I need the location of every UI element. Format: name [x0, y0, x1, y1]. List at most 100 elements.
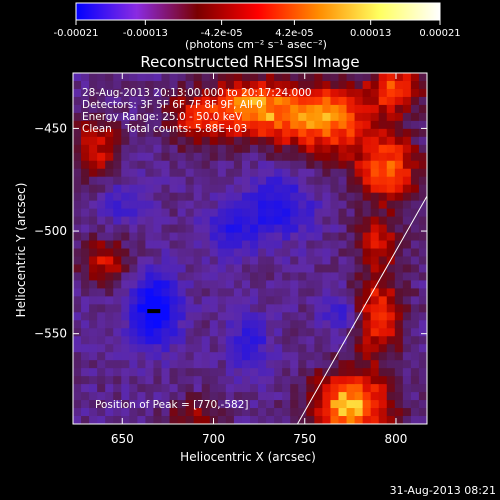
heatmap-cell	[105, 320, 114, 329]
heatmap-cell	[266, 80, 275, 90]
heatmap-cell	[153, 73, 163, 82]
heatmap-cell	[394, 192, 404, 202]
heatmap-cell	[298, 376, 307, 385]
heatmap-cell	[322, 200, 332, 210]
heatmap-cell	[378, 256, 388, 266]
heatmap-cell	[209, 232, 219, 242]
heatmap-cell	[314, 296, 324, 305]
heatmap-cell	[169, 376, 179, 385]
heatmap-cell	[113, 296, 122, 305]
heatmap-cell	[290, 136, 299, 146]
heatmap-cell	[410, 192, 420, 202]
heatmap-cell	[338, 376, 348, 385]
heatmap-cell	[89, 136, 98, 146]
heatmap-cell	[322, 296, 332, 305]
heatmap-cell	[378, 128, 388, 138]
heatmap-cell	[105, 312, 114, 321]
heatmap-cell	[153, 344, 163, 353]
heatmap-cell	[282, 320, 291, 329]
heatmap-cell	[266, 200, 275, 210]
heatmap-cell	[89, 336, 98, 345]
heatmap-cell	[225, 336, 235, 345]
heatmap-cell	[177, 272, 187, 282]
heatmap-cell	[241, 104, 251, 114]
heatmap-cell	[266, 136, 275, 146]
heatmap-cell	[177, 184, 187, 194]
heatmap-cell	[338, 256, 348, 266]
heatmap-cell	[386, 384, 396, 393]
heatmap-cell	[169, 392, 179, 401]
heatmap-cell	[370, 160, 380, 170]
heatmap-cell	[330, 384, 340, 393]
heatmap-cell	[338, 264, 348, 274]
heatmap-cell	[418, 256, 427, 266]
heatmap-cell	[394, 112, 404, 122]
heatmap-cell	[137, 184, 147, 194]
heatmap-cell	[129, 352, 138, 361]
heatmap-cell	[314, 224, 324, 234]
heatmap-cell	[298, 344, 307, 353]
heatmap-cell	[330, 200, 340, 210]
heatmap-cell	[145, 208, 155, 218]
heatmap-cell	[290, 320, 299, 329]
heatmap-cell	[346, 232, 356, 242]
colorbar-tick-label: 0.00021	[419, 28, 460, 39]
heatmap-cell	[121, 312, 130, 321]
heatmap-cell	[314, 344, 324, 353]
heatmap-cell	[362, 136, 372, 146]
heatmap-cell	[129, 152, 138, 162]
colorbar-unit-label: (photons cm⁻² s⁻¹ asec⁻²)	[185, 38, 327, 51]
heatmap-cell	[241, 328, 251, 337]
heatmap-cell	[89, 384, 98, 393]
heatmap-cell	[113, 208, 122, 218]
heatmap-cell	[217, 208, 227, 218]
heatmap-cell	[386, 144, 396, 154]
heatmap-cell	[129, 360, 138, 369]
heatmap-cell	[225, 352, 235, 361]
heatmap-cell	[169, 104, 179, 114]
heatmap-cell	[201, 73, 211, 82]
heatmap-cell	[298, 192, 307, 202]
heatmap-cell	[113, 408, 122, 417]
heatmap-cell	[402, 112, 412, 122]
heatmap-cell	[394, 304, 404, 313]
heatmap-cell	[233, 320, 243, 329]
heatmap-cell	[169, 184, 179, 194]
heatmap-cell	[258, 104, 267, 114]
heatmap-cell	[250, 216, 259, 226]
heatmap-cell	[378, 144, 388, 154]
heatmap-cell	[418, 120, 427, 130]
heatmap-cell	[225, 216, 235, 226]
heatmap-cell	[121, 368, 130, 377]
heatmap-cell	[225, 360, 235, 369]
heatmap-cell	[338, 88, 348, 98]
heatmap-cell	[209, 128, 219, 138]
heatmap-cell	[386, 288, 396, 297]
heatmap-cell	[225, 208, 235, 218]
heatmap-cell	[410, 120, 420, 130]
heatmap-cell	[193, 312, 203, 321]
heatmap-cell	[225, 304, 235, 313]
heatmap-cell	[241, 320, 251, 329]
heatmap-cell	[274, 280, 283, 289]
heatmap-cell	[97, 168, 106, 178]
heatmap-cell	[121, 344, 130, 353]
heatmap-cell	[282, 224, 291, 234]
heatmap-cell	[330, 232, 340, 242]
heatmap-cell	[402, 104, 412, 114]
heatmap-cell	[306, 96, 315, 106]
heatmap-cell	[105, 88, 114, 98]
heatmap-cell	[161, 240, 171, 250]
heatmap-cell	[129, 168, 138, 178]
heatmap-cell	[410, 400, 420, 409]
heatmap-cell	[266, 88, 275, 98]
heatmap-cell	[250, 104, 259, 114]
heatmap-cell	[394, 408, 404, 417]
heatmap-cell	[161, 208, 171, 218]
heatmap-cell	[145, 192, 155, 202]
heatmap-cell	[370, 168, 380, 178]
heatmap-cell	[81, 360, 90, 369]
heatmap-cell	[81, 344, 90, 353]
heatmap-cell	[217, 73, 227, 82]
heatmap-cell	[193, 376, 203, 385]
